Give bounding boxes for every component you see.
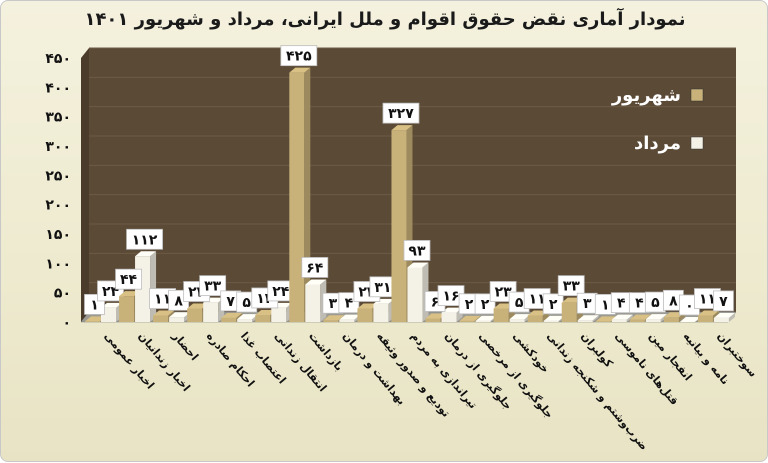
bar-mordad	[679, 317, 701, 322]
y-tick-label: ۰	[62, 315, 71, 331]
y-tick-label: ۳۰۰	[45, 139, 71, 155]
x-category-label: احضار	[169, 329, 201, 363]
data-label: ۶۴	[306, 260, 324, 276]
data-label-box	[403, 240, 431, 261]
data-label: ۴۲۵	[286, 49, 312, 65]
legend-swatch	[690, 136, 704, 150]
bar-mordad	[441, 307, 463, 322]
data-label: ۷	[719, 294, 728, 310]
bar-mordad	[577, 315, 599, 322]
data-label: ۱۱	[529, 292, 546, 308]
data-label: ۶	[431, 294, 440, 310]
data-label: ۳۳	[563, 279, 581, 295]
data-label-box	[382, 102, 420, 124]
bar-shahrivar	[153, 310, 175, 322]
data-label-box	[280, 45, 318, 67]
data-label: ۲	[481, 297, 490, 313]
bar-shahrivar	[459, 315, 481, 322]
y-tick-label: ۴۵۰	[45, 51, 71, 67]
y-tick-label: ۵۰	[54, 286, 71, 302]
plot-side-wall	[81, 48, 89, 322]
data-label-box	[199, 275, 227, 297]
data-label: ۱	[90, 297, 99, 313]
y-tick-label: ۲۵۰	[45, 168, 71, 184]
data-label-box	[713, 290, 734, 312]
plot-back-wall	[89, 48, 736, 312]
x-category-label: قتل‌های ناموسی	[612, 330, 681, 408]
data-label: ۲	[465, 297, 474, 313]
data-label: ۱	[601, 297, 610, 313]
bar-mordad	[475, 315, 497, 322]
data-label-box	[557, 275, 585, 297]
y-tick-label: ۳۵۰	[45, 110, 71, 126]
data-label-box	[301, 257, 329, 278]
data-label: ۷	[226, 294, 235, 310]
data-label: ۸	[669, 293, 678, 309]
data-label: ۴۴	[120, 272, 138, 288]
data-label: ۲	[549, 297, 558, 313]
bar-mordad	[645, 314, 667, 322]
data-label: ۲۳	[495, 285, 513, 301]
data-label: ۱۱۲	[132, 232, 158, 248]
bar-mordad	[713, 312, 735, 322]
y-tick-label: ۲۰۰	[45, 198, 71, 214]
data-label: ۲۴	[272, 284, 290, 300]
data-label: ۸	[174, 293, 183, 309]
x-category-label: بهداشت و درمان	[340, 330, 408, 408]
data-label: ۳۲۷	[388, 106, 414, 122]
legend-swatch	[690, 88, 704, 102]
bar-mordad	[509, 314, 531, 322]
bar-mordad	[373, 298, 395, 322]
y-tick-label: ۱۰۰	[45, 256, 71, 272]
data-label: ۳۳	[204, 279, 222, 295]
data-label-box	[115, 268, 142, 290]
data-label: ۴	[617, 296, 626, 312]
data-label: ۴	[635, 296, 644, 312]
data-label-box	[126, 228, 163, 250]
data-label: ۰	[685, 298, 694, 314]
data-label: ۵	[515, 295, 524, 311]
data-label: ۱۱	[154, 292, 171, 308]
bar-mordad	[169, 312, 191, 322]
data-label: ۲۴	[102, 284, 120, 300]
chart-title: نمودار آماری نقض حقوق اقوام و ملل ایرانی…	[84, 9, 686, 30]
legend-label: مرداد	[634, 133, 681, 154]
y-tick-label: ۴۰۰	[45, 80, 71, 96]
data-label: ۱۱	[699, 292, 716, 308]
data-label: ۴	[345, 296, 354, 312]
legend-label: شهریور	[611, 85, 681, 106]
bar-mordad	[611, 314, 633, 322]
data-label: ۱۶	[442, 289, 459, 305]
data-label: ۳۱	[374, 280, 391, 296]
data-label: ۵	[651, 295, 660, 311]
data-label: ۹۳	[408, 243, 426, 259]
data-label: ۳	[583, 296, 592, 312]
data-label: ۳	[329, 296, 338, 312]
y-tick-label: ۱۵۰	[45, 227, 71, 243]
data-label: ۵	[242, 295, 251, 311]
bar-mordad	[237, 314, 259, 322]
